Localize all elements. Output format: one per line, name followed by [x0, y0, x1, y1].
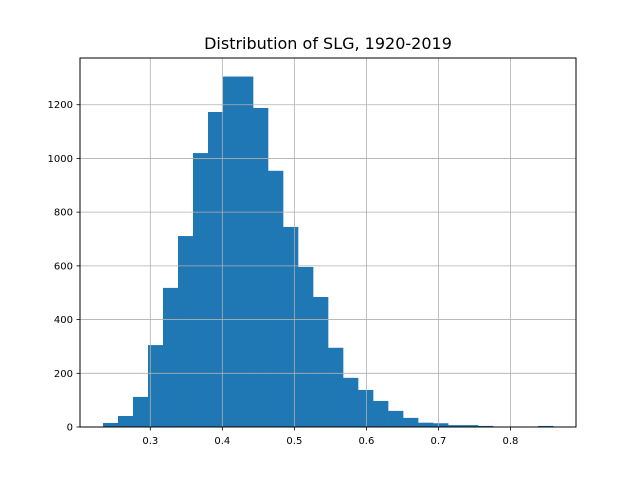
histogram-bar: [238, 76, 254, 427]
x-tick-label: 0.6: [358, 436, 374, 447]
histogram-bar: [448, 425, 464, 427]
histogram-bar: [538, 425, 554, 427]
histogram-bar: [298, 266, 314, 427]
histogram-bar: [343, 377, 359, 427]
histogram-bar: [358, 389, 374, 427]
histogram-bar: [403, 417, 419, 427]
histogram-bar: [328, 347, 344, 427]
x-tick-label: 0.4: [214, 436, 230, 447]
x-tick-label: 0.8: [502, 436, 518, 447]
histogram-bar: [177, 236, 194, 427]
histogram-bar: [208, 111, 224, 427]
histogram-bar: [147, 345, 164, 427]
axis-ticks: 0.3 0.4 0.5 0.6 0.7 0.8 0 200 400 600 800 1000 1200: [48, 100, 519, 447]
histogram-bar: [433, 423, 449, 427]
histogram-bar: [117, 415, 134, 427]
y-tick-label: 600: [54, 261, 73, 272]
chart-title: Distribution of SLG, 1920-2019: [204, 34, 452, 53]
x-tick-label: 0.7: [430, 436, 446, 447]
y-tick-label: 1200: [48, 100, 73, 111]
histogram-bar: [373, 400, 389, 427]
y-tick-label: 200: [54, 369, 73, 380]
histogram-bar: [193, 153, 209, 427]
histogram-bar: [478, 425, 494, 427]
histogram-bar: [253, 107, 269, 427]
histogram-bar: [418, 422, 434, 427]
axes-frame: [79, 57, 577, 428]
histogram-bar: [268, 170, 284, 428]
histogram-bar: [283, 226, 299, 427]
y-tick-label: 400: [54, 315, 73, 326]
histogram-bar: [463, 425, 479, 427]
x-tick-label: 0.5: [286, 436, 302, 447]
y-tick-label: 0: [67, 423, 73, 434]
histogram-bar: [132, 396, 149, 427]
histogram-bar: [102, 422, 119, 427]
bars: [102, 76, 554, 428]
x-tick-label: 0.3: [142, 436, 158, 447]
histogram-bar: [223, 76, 239, 427]
histogram-bar: [162, 287, 179, 427]
y-tick-label: 800: [54, 208, 73, 219]
y-tick-label: 1000: [48, 154, 73, 165]
histogram-bar: [313, 297, 329, 427]
histogram-bar: [388, 410, 404, 427]
grid-lines: [80, 58, 576, 428]
